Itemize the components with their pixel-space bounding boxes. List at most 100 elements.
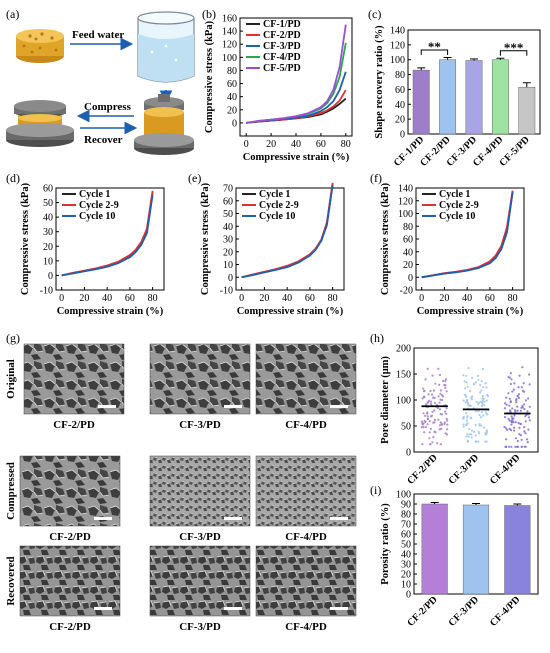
sem-image-original-cf-4-pd [255, 343, 357, 415]
data-point [467, 435, 470, 438]
data-point [433, 418, 436, 421]
data-point [526, 441, 529, 444]
data-point [437, 367, 440, 370]
data-point [466, 385, 469, 388]
data-point [474, 381, 478, 384]
data-point [443, 421, 446, 424]
data-point [505, 396, 508, 399]
data-point [515, 401, 518, 404]
data-point [445, 417, 448, 420]
sem-col-label: CF-2/PD [53, 419, 95, 431]
data-point [478, 401, 481, 404]
legend-entry: Cycle 2-9 [259, 200, 299, 211]
y-tick-label: 70 [401, 520, 411, 531]
data-point [438, 373, 442, 377]
data-point [507, 376, 510, 379]
x-axis-label: Compressive strain (%) [237, 306, 344, 317]
data-point [438, 424, 442, 427]
y-axis-label: Compressive stress (kPa) [200, 182, 211, 295]
data-point [428, 431, 431, 434]
compress-label: Compress [84, 101, 132, 113]
data-point [486, 430, 489, 434]
legend-entry: Cycle 1 [79, 189, 110, 200]
sem-col-label: CF-2/PD [49, 621, 91, 633]
data-point [505, 438, 508, 441]
data-point [528, 373, 531, 376]
data-point [481, 397, 484, 400]
data-point [503, 407, 506, 410]
panel-label-b: (b) [202, 7, 216, 21]
data-point [443, 383, 446, 387]
data-point [485, 412, 488, 415]
data-point [516, 445, 519, 448]
y-tick-label: 40 [395, 100, 405, 111]
data-point [479, 383, 482, 386]
sem-image-recovered-cf-4-pd [255, 545, 357, 617]
y-tick-label: 20 [401, 570, 411, 581]
y-tick-label: 20 [43, 242, 53, 253]
data-point [514, 421, 517, 424]
sem-image-compressed-cf-3-pd [149, 455, 251, 527]
beaker-icon [137, 11, 195, 83]
data-point [467, 404, 470, 407]
press-compressed-icon [6, 100, 74, 147]
y-tick-label: 100 [396, 490, 411, 501]
significance-label: ** [428, 39, 441, 54]
y-tick-label: 80 [227, 66, 237, 77]
data-point [512, 388, 516, 391]
data-point [465, 419, 469, 422]
data-point [505, 427, 508, 430]
data-point [482, 414, 485, 417]
data-point [464, 387, 467, 390]
data-point [422, 426, 425, 429]
y-tick-label: 10 [401, 580, 411, 591]
data-point [480, 424, 483, 427]
data-point [521, 389, 525, 392]
x-tick-label: 80 [328, 293, 338, 304]
data-point [436, 442, 439, 445]
y-tick-label: 0 [406, 590, 411, 601]
data-point [466, 402, 470, 405]
data-point [503, 416, 507, 419]
sem-grid: Original CF-2/PD CF-3/PD CF-4/PD Compressed C… [5, 343, 357, 633]
data-point [446, 428, 449, 431]
data-point [427, 399, 431, 402]
data-point [481, 368, 484, 371]
data-point [521, 404, 524, 407]
legend-entry: Cycle 10 [259, 211, 295, 222]
sem-col-label: CF-3/PD [179, 531, 221, 543]
y-tick-label: 80 [403, 222, 413, 233]
data-point [436, 406, 439, 410]
data-point [522, 382, 525, 385]
legend-entry: CF-5/PD [263, 63, 301, 74]
data-point [514, 437, 518, 440]
data-point [523, 403, 526, 406]
x-tick-label: 60 [316, 139, 326, 150]
data-point [426, 367, 429, 370]
x-tick-label: 0 [239, 293, 244, 304]
data-point [469, 416, 472, 419]
data-point [508, 419, 511, 422]
data-point [514, 399, 518, 402]
data-point [438, 383, 441, 386]
data-point [439, 392, 442, 395]
data-point [426, 401, 429, 404]
data-point [518, 374, 521, 377]
data-point [424, 378, 427, 381]
data-point [479, 416, 483, 419]
data-point [462, 374, 465, 377]
y-tick-label: 200 [396, 344, 411, 355]
scale-bar [330, 405, 348, 408]
data-point [465, 395, 468, 399]
y-tick-label: 60 [223, 196, 233, 207]
y-tick-label: 40 [43, 213, 53, 224]
data-point [523, 445, 526, 448]
data-point [432, 436, 435, 439]
x-tick-label: 80 [341, 139, 351, 150]
y-axis-label: Compressive stress (kPa) [380, 182, 391, 295]
data-point [520, 445, 523, 448]
data-point [511, 390, 514, 393]
data-point [507, 392, 510, 395]
data-point [467, 367, 470, 370]
data-point [446, 419, 449, 422]
